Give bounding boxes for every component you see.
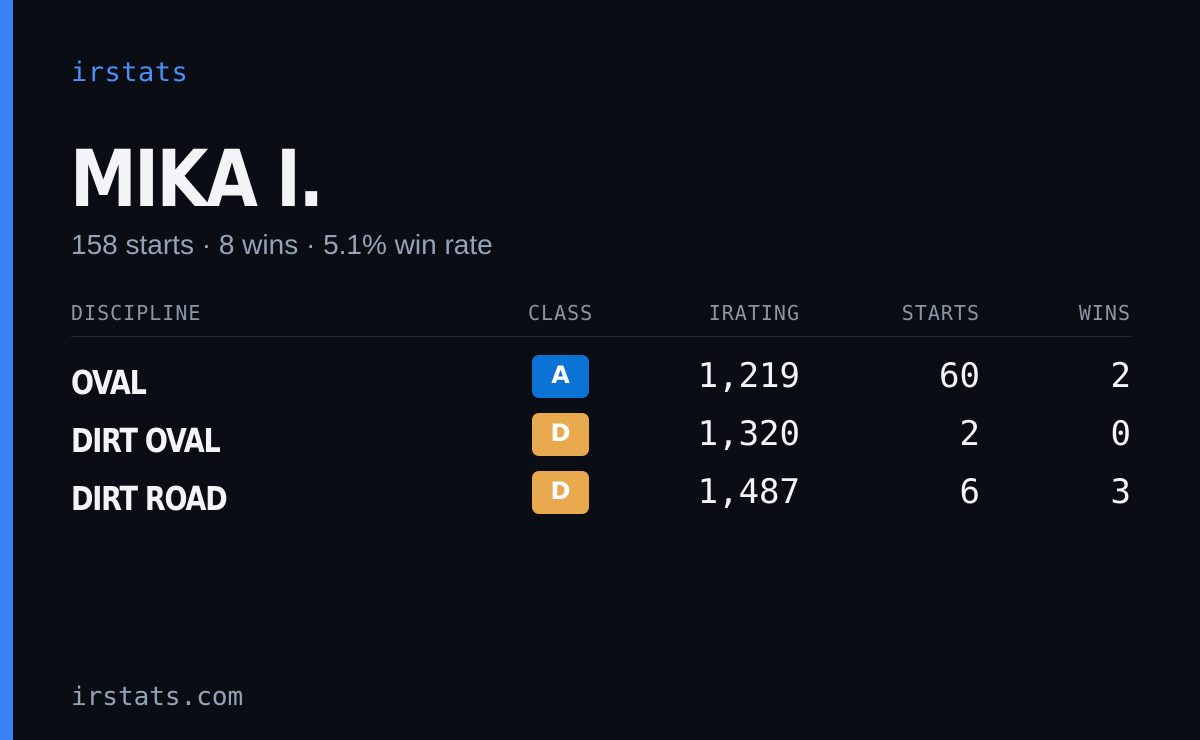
header-wins: WINS	[1078, 301, 1131, 325]
table-body: OVAL A 1,219 60 2 DIRT OVAL D 1,320 2 0 …	[71, 337, 1131, 527]
wins-value: 0	[1110, 414, 1131, 454]
player-name: MIKA I.	[70, 135, 324, 225]
footer-url[interactable]: irstats.com	[71, 682, 244, 712]
starts-value: 6	[959, 472, 980, 512]
table-row: DIRT OVAL D 1,320 2 0	[71, 411, 1131, 469]
irating-value: 1,320	[697, 414, 800, 454]
discipline-name: OVAL	[71, 363, 147, 402]
brand-logo[interactable]: irstats	[71, 57, 189, 88]
accent-bar	[0, 0, 13, 740]
class-badge: A	[532, 355, 589, 398]
discipline-name: DIRT ROAD	[71, 479, 228, 518]
stats-table: DISCIPLINE CLASS IRATING STARTS WINS OVA…	[71, 296, 1131, 527]
wins-value: 3	[1110, 472, 1131, 512]
table-header: DISCIPLINE CLASS IRATING STARTS WINS	[71, 296, 1131, 337]
header-discipline: DISCIPLINE	[71, 301, 202, 325]
class-badge: D	[532, 413, 589, 456]
starts-value: 2	[959, 414, 980, 454]
table-row: OVAL A 1,219 60 2	[71, 353, 1131, 411]
header-class: CLASS	[528, 301, 594, 325]
header-starts: STARTS	[901, 301, 980, 325]
irating-value: 1,219	[697, 356, 800, 396]
wins-value: 2	[1110, 356, 1131, 396]
header-irating: IRATING	[708, 301, 800, 325]
player-summary: 158 starts · 8 wins · 5.1% win rate	[71, 229, 493, 260]
starts-value: 60	[939, 356, 980, 396]
table-row: DIRT ROAD D 1,487 6 3	[71, 469, 1131, 527]
irating-value: 1,487	[697, 472, 800, 512]
class-badge: D	[532, 471, 589, 514]
discipline-name: DIRT OVAL	[71, 421, 221, 460]
